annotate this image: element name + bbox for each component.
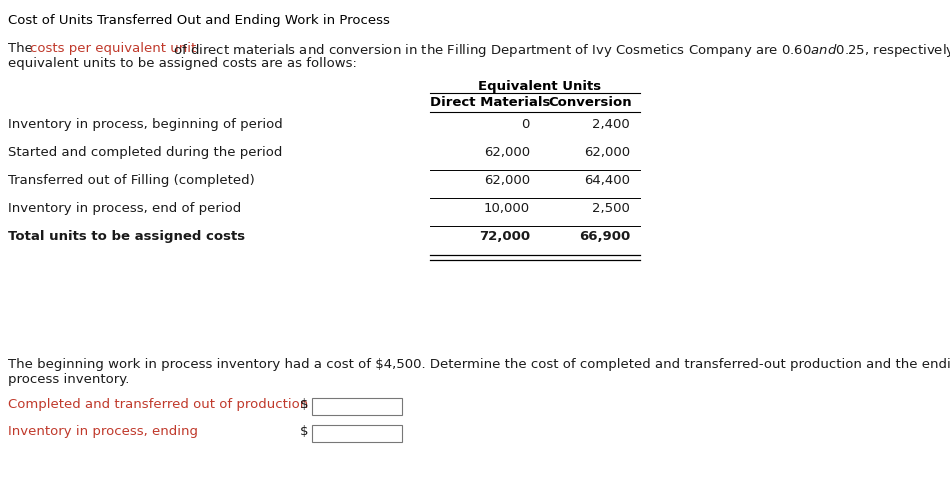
- Text: The beginning work in process inventory had a cost of $4,500. Determine the cost: The beginning work in process inventory …: [8, 358, 950, 371]
- Text: Total units to be assigned costs: Total units to be assigned costs: [8, 230, 245, 243]
- Text: Transferred out of Filling (completed): Transferred out of Filling (completed): [8, 174, 255, 187]
- Text: of direct materials and conversion in the Filling Department of Ivy Cosmetics Co: of direct materials and conversion in th…: [169, 42, 950, 59]
- Text: 62,000: 62,000: [484, 174, 530, 187]
- Text: 62,000: 62,000: [584, 146, 630, 159]
- Text: 2,500: 2,500: [592, 202, 630, 215]
- Text: 10,000: 10,000: [484, 202, 530, 215]
- Text: 2,400: 2,400: [592, 118, 630, 131]
- Text: Direct Materials: Direct Materials: [429, 96, 550, 109]
- Text: costs per equivalent unit: costs per equivalent unit: [30, 42, 197, 55]
- Text: Started and completed during the period: Started and completed during the period: [8, 146, 282, 159]
- Text: process inventory.: process inventory.: [8, 373, 129, 386]
- Text: Conversion: Conversion: [548, 96, 632, 109]
- Text: equivalent units to be assigned costs are as follows:: equivalent units to be assigned costs ar…: [8, 57, 357, 70]
- Text: 66,900: 66,900: [579, 230, 630, 243]
- Text: Inventory in process, ending: Inventory in process, ending: [8, 425, 198, 438]
- Text: 0: 0: [522, 118, 530, 131]
- Text: The: The: [8, 42, 37, 55]
- Text: $: $: [300, 425, 309, 438]
- Text: 62,000: 62,000: [484, 146, 530, 159]
- Text: Inventory in process, end of period: Inventory in process, end of period: [8, 202, 241, 215]
- Text: Equivalent Units: Equivalent Units: [479, 80, 601, 93]
- Text: Inventory in process, beginning of period: Inventory in process, beginning of perio…: [8, 118, 283, 131]
- Text: Completed and transferred out of production: Completed and transferred out of product…: [8, 398, 308, 411]
- Text: Cost of Units Transferred Out and Ending Work in Process: Cost of Units Transferred Out and Ending…: [8, 14, 390, 27]
- Text: 64,400: 64,400: [584, 174, 630, 187]
- Text: 72,000: 72,000: [479, 230, 530, 243]
- Text: $: $: [300, 398, 309, 411]
